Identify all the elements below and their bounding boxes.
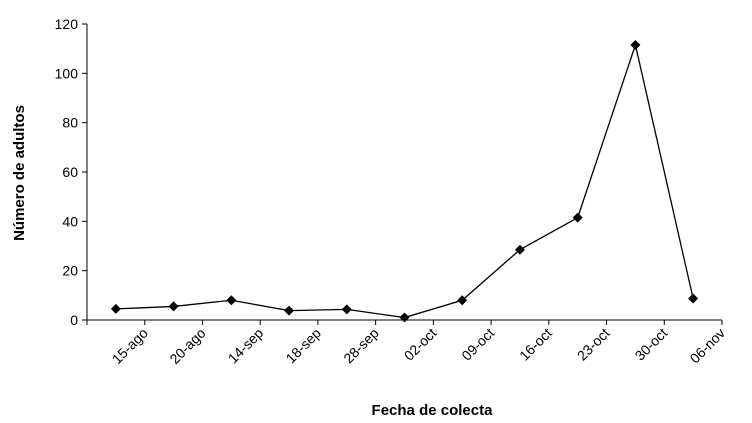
x-tick-label: 06-nov xyxy=(687,325,729,367)
y-axis-ticks: 0 20 40 60 80 100 120 xyxy=(55,16,87,328)
data-point xyxy=(110,303,121,314)
x-tick-label: 28-sep xyxy=(340,325,382,367)
data-point xyxy=(457,295,468,306)
y-tick-label: 60 xyxy=(62,164,78,180)
data-point xyxy=(284,305,295,316)
series-line xyxy=(115,42,694,319)
data-point xyxy=(514,244,525,255)
y-axis-title: Número de adultos xyxy=(11,105,28,241)
x-tick-label: 18-sep xyxy=(282,325,324,367)
x-tick-label: 09-oct xyxy=(458,325,497,364)
x-tick-label: 02-oct xyxy=(401,325,440,364)
data-point xyxy=(572,212,583,223)
data-point xyxy=(688,293,699,304)
data-point xyxy=(226,295,237,306)
x-tick-label: 23-oct xyxy=(574,325,613,364)
data-point xyxy=(630,39,641,50)
x-tick-label: 20-ago xyxy=(166,325,208,367)
x-tick-label: 14-sep xyxy=(225,325,267,367)
y-tick-label: 20 xyxy=(62,263,78,279)
y-tick-label: 40 xyxy=(62,213,78,229)
data-point xyxy=(399,312,410,323)
x-tick-label: 16-oct xyxy=(516,325,555,364)
x-tick-label: 30-oct xyxy=(632,325,671,364)
data-point xyxy=(341,304,352,315)
y-tick-label: 0 xyxy=(70,312,78,328)
x-tick-label: 15-ago xyxy=(109,325,151,367)
data-point xyxy=(168,301,179,312)
x-axis-ticks: 15-ago 20-ago 14-sep 18-sep 28-sep 02-oct 09-o… xyxy=(86,320,729,367)
y-tick-label: 100 xyxy=(55,65,79,81)
y-tick-label: 120 xyxy=(55,16,79,32)
x-axis-title: Fecha de colecta xyxy=(372,402,494,419)
series-layer xyxy=(110,39,699,323)
y-tick-label: 80 xyxy=(62,115,78,131)
